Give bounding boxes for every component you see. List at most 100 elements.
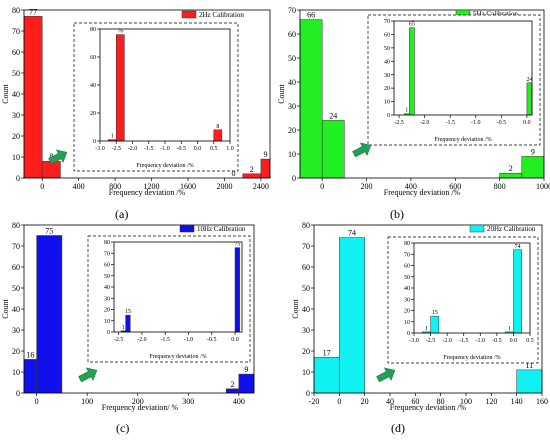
main-xtick-label-4: 1600	[180, 182, 196, 191]
main-xtick-label-5: 80	[437, 397, 445, 406]
y-axis-title: Count	[277, 83, 286, 103]
inset-xtick-label-5: -0.5	[492, 338, 502, 344]
inset-ytick-label-6: 60	[104, 263, 110, 269]
main-ytick-label-2: 20	[288, 126, 296, 135]
inset-ytick-label-0: 0	[107, 330, 110, 336]
inset-ytick-label-4: 40	[384, 59, 390, 65]
inset-xtick-label-6: 0.0	[510, 338, 518, 344]
inset-bar-1	[125, 314, 131, 333]
inset-ytick-label-3: 30	[104, 296, 110, 302]
inset-bar-label-0: 1	[425, 326, 428, 332]
main-xtick-label-3: 1200	[144, 182, 160, 191]
main-ytick-label-1: 10	[302, 368, 310, 377]
inset-xtick-label-2: -2.0	[442, 338, 452, 344]
main-ytick-label-7: 70	[12, 27, 20, 36]
main-xtick-label-1: 200	[361, 182, 373, 191]
main-xtick-label-9: 160	[536, 397, 548, 406]
inset-ytick-label-4: 40	[404, 286, 410, 292]
main-bar-label-2: 0	[232, 169, 236, 178]
main-ytick-label-0: 0	[16, 174, 20, 183]
main-bar-label-2: 11	[525, 361, 533, 370]
main-xtick-label-5: 2000	[216, 182, 232, 191]
main-bar-label-4: 9	[263, 150, 267, 159]
main-bar-label-0: 66	[307, 11, 315, 20]
main-ytick-label-5: 50	[288, 54, 296, 63]
inset-bar-1	[116, 34, 125, 142]
zoom-arrow-shape	[48, 149, 68, 165]
legend: 2Hz Calibration	[181, 10, 244, 19]
panel-label-d: (d)	[391, 421, 405, 435]
zoom-arrow-shape	[376, 367, 396, 383]
inset-xtick-label-3: -1.0	[471, 120, 481, 126]
main-bar-3	[238, 373, 255, 394]
inset-bar-label-1: 76	[117, 29, 123, 35]
main-xtick-label-3: 600	[449, 182, 461, 191]
legend: 10Hz Calibration	[179, 224, 246, 233]
panel-label-c: (c)	[116, 421, 130, 435]
inset-xtick-label-1: -2.0	[137, 337, 147, 343]
inset-ytick-label-1: 10	[104, 319, 110, 325]
zoom-arrow-shape	[352, 142, 372, 158]
main-xtick-label-7: 120	[485, 397, 497, 406]
inset-ytick-label-7: 70	[384, 19, 390, 25]
main-xtick-label-2: 200	[132, 397, 144, 406]
main-ytick-label-8: 80	[302, 221, 310, 230]
inset-ytick-label-4: 40	[104, 285, 110, 291]
inset-chart: 1 65 24 -2.5 -2.0 -1.5 -1.0 -0.5 0.0 0 10 20 30 40 50 6…	[367, 14, 541, 146]
inset-xtick-label-3: -1.0	[184, 337, 194, 343]
main-xtick-label-0: -20	[309, 397, 320, 406]
inset-border	[73, 22, 239, 172]
main-xtick-label-5: 1000	[536, 182, 550, 191]
legend: 20Hz Calibration	[469, 224, 536, 233]
main-ytick-label-6: 60	[288, 30, 296, 39]
main-xtick-label-3: 40	[386, 397, 394, 406]
main-ytick-label-3: 30	[12, 326, 20, 335]
inset-xtick-label-0: -3.0	[409, 338, 419, 344]
inset-chart: 1 15 75 -2.5 -2.0 -1.5 -1.0 -0.5 0.0 0 10 20 30 40 50 6…	[87, 235, 251, 363]
inset-bar-label-1: 15	[432, 310, 438, 316]
inset-xtick-label-5: 0.0	[231, 337, 239, 343]
main-xtick-label-0: 0	[35, 397, 39, 406]
main-ytick-label-3: 30	[12, 111, 20, 120]
legend-swatch	[179, 224, 195, 233]
inset-ytick-label-3: 30	[384, 73, 390, 79]
inset-ytick-label-3: 30	[404, 297, 410, 303]
main-bar-label-2: 2	[231, 380, 235, 389]
main-ytick-label-5: 50	[302, 284, 310, 293]
main-ytick-label-4: 40	[12, 305, 20, 314]
main-ytick-label-6: 60	[12, 48, 20, 57]
inset-xtick-label-6: 0.0	[194, 146, 202, 152]
main-bar-1	[339, 237, 365, 394]
inset-ytick-label-7: 70	[104, 251, 110, 257]
y-axis-title: Count	[1, 83, 10, 103]
y-axis-title: Count	[1, 298, 10, 318]
main-bar-label-2: 2	[509, 164, 513, 173]
inset-ytick-label-0: 0	[407, 331, 410, 337]
inset-xtick-label-2: -1.5	[160, 337, 170, 343]
main-bar-0	[299, 19, 323, 179]
zoom-arrow-icon	[376, 367, 396, 383]
inset-bar-2	[234, 247, 240, 333]
inset-xtick-label-8: 1.0	[226, 146, 234, 152]
main-bar-label-1: 74	[348, 229, 356, 238]
main-bar-label-0: 16	[26, 350, 34, 359]
inset-ytick-label-2: 40	[90, 83, 96, 89]
main-bar-label-3: 9	[531, 147, 535, 156]
inset-ytick-label-0: 0	[387, 113, 390, 119]
main-ytick-label-7: 70	[288, 6, 296, 15]
main-ytick-label-6: 60	[302, 263, 310, 272]
inset-bar-label-2: 1	[508, 326, 511, 332]
panel-label-b: (b)	[390, 207, 404, 221]
main-ytick-label-2: 20	[12, 347, 20, 356]
inset-ytick-label-3: 60	[90, 55, 96, 61]
inset-xtick-label-2: -1.5	[445, 120, 455, 126]
inset-border	[387, 236, 539, 364]
zoom-arrow-icon	[78, 367, 98, 383]
zoom-arrow-icon	[48, 149, 68, 165]
inset-xtick-label-3: -1.5	[144, 146, 154, 152]
main-xtick-label-6: 100	[460, 397, 472, 406]
inset-ytick-label-5: 50	[404, 275, 410, 281]
